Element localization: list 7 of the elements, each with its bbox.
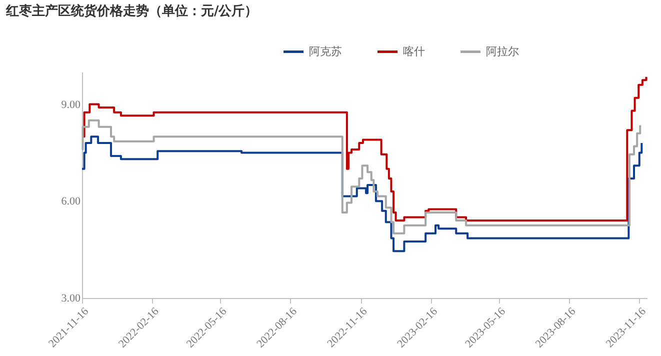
y-tick-label: 9.00 bbox=[61, 98, 81, 111]
y-tick-label: 6.00 bbox=[61, 196, 81, 208]
chart-title: 红枣主产区统货价格走势（单位：元/公斤） bbox=[4, 3, 258, 19]
legend-label: 阿克苏 bbox=[309, 44, 342, 58]
legend-label: 阿拉尔 bbox=[486, 44, 519, 58]
y-tick-label: 3.00 bbox=[61, 292, 81, 304]
legend-label: 喀什 bbox=[403, 44, 425, 58]
